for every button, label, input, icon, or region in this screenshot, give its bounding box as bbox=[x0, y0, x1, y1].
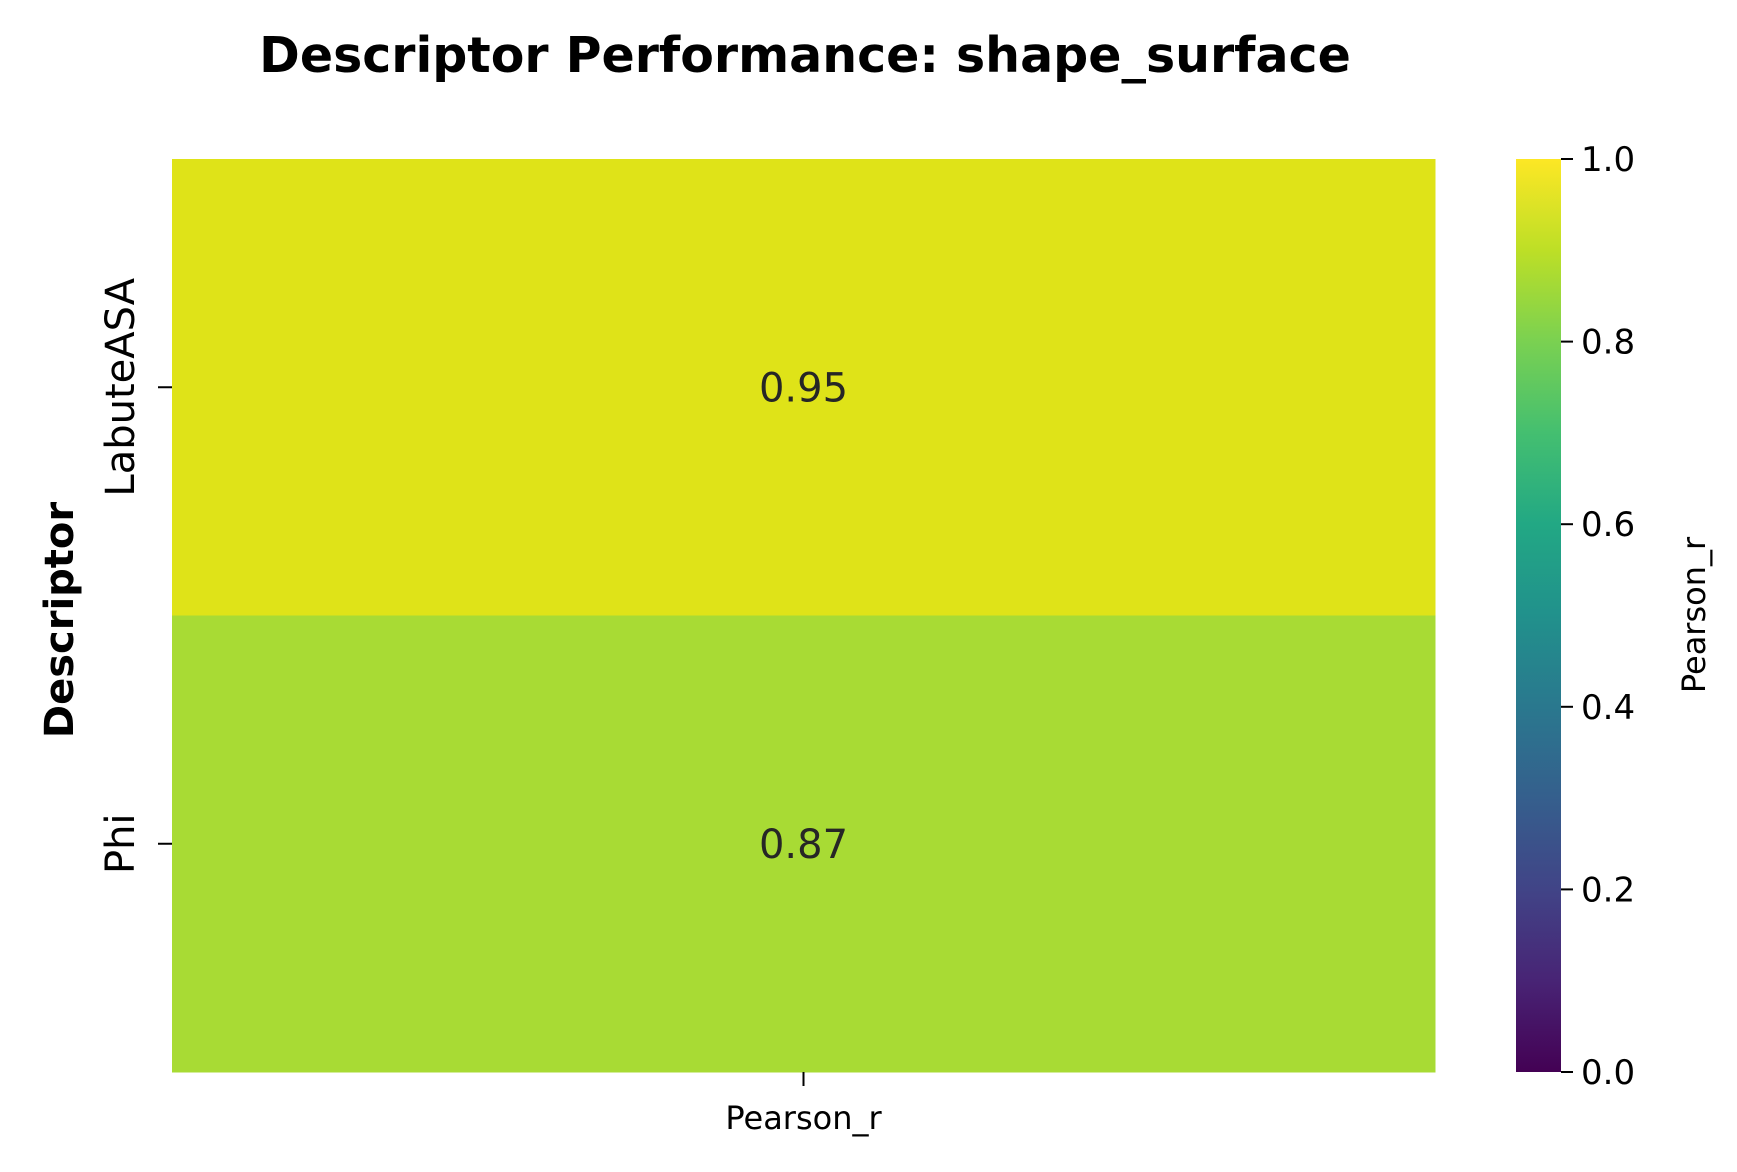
cell-annotation: 0.95 bbox=[759, 365, 848, 411]
colorbar-tick-label: 0.2 bbox=[1581, 870, 1635, 910]
colorbar-tick-label: 0.0 bbox=[1581, 1053, 1635, 1093]
row-ticks: LabuteASA Phi bbox=[98, 277, 172, 874]
colorbar-tick-label: 1.0 bbox=[1581, 140, 1635, 180]
colorbar-label: Pearson_r bbox=[1675, 536, 1713, 693]
column-ticks: Pearson_r bbox=[725, 1072, 882, 1137]
colorbar-tick-label: 0.4 bbox=[1581, 688, 1635, 728]
heatmap-cell bbox=[172, 159, 1436, 616]
colorbar-tick-label: 0.6 bbox=[1581, 505, 1635, 545]
heatmap-cell bbox=[172, 615, 1436, 1073]
column-tick-label: Pearson_r bbox=[725, 1099, 882, 1137]
cell-annotation: 0.87 bbox=[759, 822, 848, 868]
y-axis-label: Descriptor bbox=[37, 502, 83, 739]
row-tick-label: Phi bbox=[98, 813, 144, 874]
row-tick-label: LabuteASA bbox=[98, 277, 144, 496]
colorbar-ticks: 0.0 0.2 0.4 0.6 0.8 1.0 bbox=[1561, 140, 1635, 1093]
chart-title: Descriptor Performance: shape_surface bbox=[259, 27, 1351, 84]
colorbar bbox=[1516, 159, 1561, 1072]
heatmap-cells: 0.95 0.87 bbox=[172, 159, 1436, 1073]
colorbar-tick-label: 0.8 bbox=[1581, 323, 1635, 363]
